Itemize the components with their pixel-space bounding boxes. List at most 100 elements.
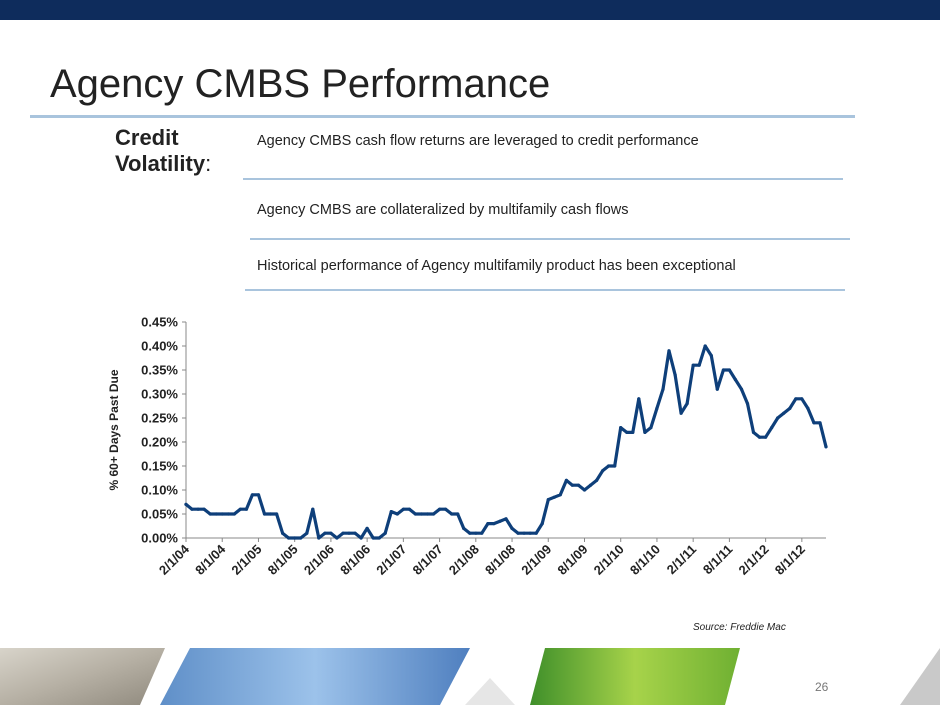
grey-triangle-accent [465, 678, 515, 705]
data-point [679, 411, 683, 415]
data-point [576, 483, 581, 487]
data-point [794, 397, 798, 401]
y-tick-label: 0.10% [141, 483, 178, 498]
data-point [782, 411, 786, 415]
data-point [498, 519, 502, 523]
y-tick-label: 0.40% [141, 339, 178, 354]
data-point [528, 531, 532, 535]
data-point [438, 507, 442, 511]
x-tick-label: 2/1/10 [591, 542, 627, 578]
data-point [540, 522, 544, 526]
x-tick-label: 8/1/09 [554, 542, 590, 578]
data-point [444, 507, 448, 511]
data-point [655, 406, 659, 410]
data-point [359, 536, 363, 540]
data-point [613, 464, 617, 468]
top-banner-bar [0, 0, 940, 20]
leaf-image-panel [530, 648, 740, 705]
data-point [486, 522, 490, 526]
x-tick-label: 2/1/08 [446, 542, 482, 578]
x-tick-label: 2/1/07 [373, 542, 409, 578]
section-label-volatility-text: Volatility [115, 151, 206, 176]
data-point [407, 507, 411, 511]
x-tick-label: 2/1/04 [156, 541, 193, 578]
data-point [709, 354, 713, 358]
x-tick-label: 8/1/11 [700, 542, 736, 578]
data-point [287, 536, 291, 540]
x-tick-label: 2/1/05 [228, 542, 264, 578]
y-tick-label: 0.20% [141, 435, 178, 450]
data-point [625, 430, 629, 434]
data-point [492, 522, 496, 526]
data-point [256, 493, 261, 497]
data-point [371, 536, 375, 540]
bullet-divider-1 [243, 178, 843, 180]
data-point [462, 526, 466, 531]
data-point [480, 531, 484, 535]
data-point [601, 469, 605, 473]
data-point [751, 430, 756, 434]
data-point [226, 512, 230, 516]
y-tick-label: 0.15% [141, 459, 178, 474]
data-point [607, 464, 611, 468]
page-number: 26 [815, 680, 829, 694]
x-tick-label: 8/1/08 [482, 542, 518, 578]
bullet-text-2: Agency CMBS are collateralized by multif… [257, 202, 629, 218]
data-point [202, 507, 206, 511]
data-point [588, 483, 593, 487]
data-point [685, 402, 689, 406]
x-tick-label: 8/1/06 [337, 542, 373, 578]
data-point [347, 531, 351, 535]
data-point [510, 526, 514, 531]
data-point [691, 363, 695, 367]
data-point [250, 493, 254, 497]
data-point [564, 478, 569, 482]
data-point [703, 344, 707, 348]
data-point [522, 531, 526, 535]
y-axis-title: % 60+ Days Past Due [107, 369, 121, 490]
data-point [661, 387, 665, 391]
data-point [788, 406, 792, 410]
bullet-text-3: Historical performance of Agency multifa… [257, 258, 736, 274]
data-point [431, 512, 436, 516]
data-point [745, 402, 750, 406]
section-label-credit: Credit [115, 125, 179, 150]
data-point [401, 507, 405, 511]
data-point [293, 536, 297, 540]
x-tick-label: 8/1/12 [772, 542, 808, 578]
data-point [299, 536, 303, 540]
x-tick-label: 8/1/04 [192, 541, 229, 578]
x-tick-label: 2/1/11 [664, 542, 700, 578]
data-point [516, 531, 520, 535]
data-point [637, 397, 641, 401]
data-point [558, 493, 562, 497]
data-point [196, 507, 200, 511]
data-point [546, 498, 550, 502]
section-label-volatility: Volatility: [115, 151, 211, 177]
bullet-divider-3 [245, 289, 845, 291]
data-point [673, 373, 677, 377]
data-point [323, 531, 327, 535]
data-point [764, 435, 768, 439]
y-tick-label: 0.25% [141, 411, 178, 426]
data-point [721, 368, 726, 372]
y-tick-label: 0.30% [141, 387, 178, 402]
rope-image-panel [0, 648, 165, 705]
data-point [570, 483, 575, 487]
data-point [733, 378, 738, 382]
data-point [552, 495, 556, 499]
y-tick-label: 0.45% [141, 315, 178, 330]
data-point [329, 531, 333, 535]
data-point [377, 536, 381, 540]
x-tick-label: 8/1/10 [627, 542, 663, 578]
data-point [208, 512, 212, 516]
x-tick-label: 8/1/07 [410, 542, 446, 578]
x-tick-label: 2/1/09 [518, 542, 554, 578]
data-point [534, 531, 538, 535]
data-point [456, 512, 460, 516]
data-point [413, 512, 417, 516]
data-point [389, 510, 393, 514]
data-point [317, 536, 321, 540]
data-point [595, 478, 599, 482]
data-point [468, 531, 472, 535]
